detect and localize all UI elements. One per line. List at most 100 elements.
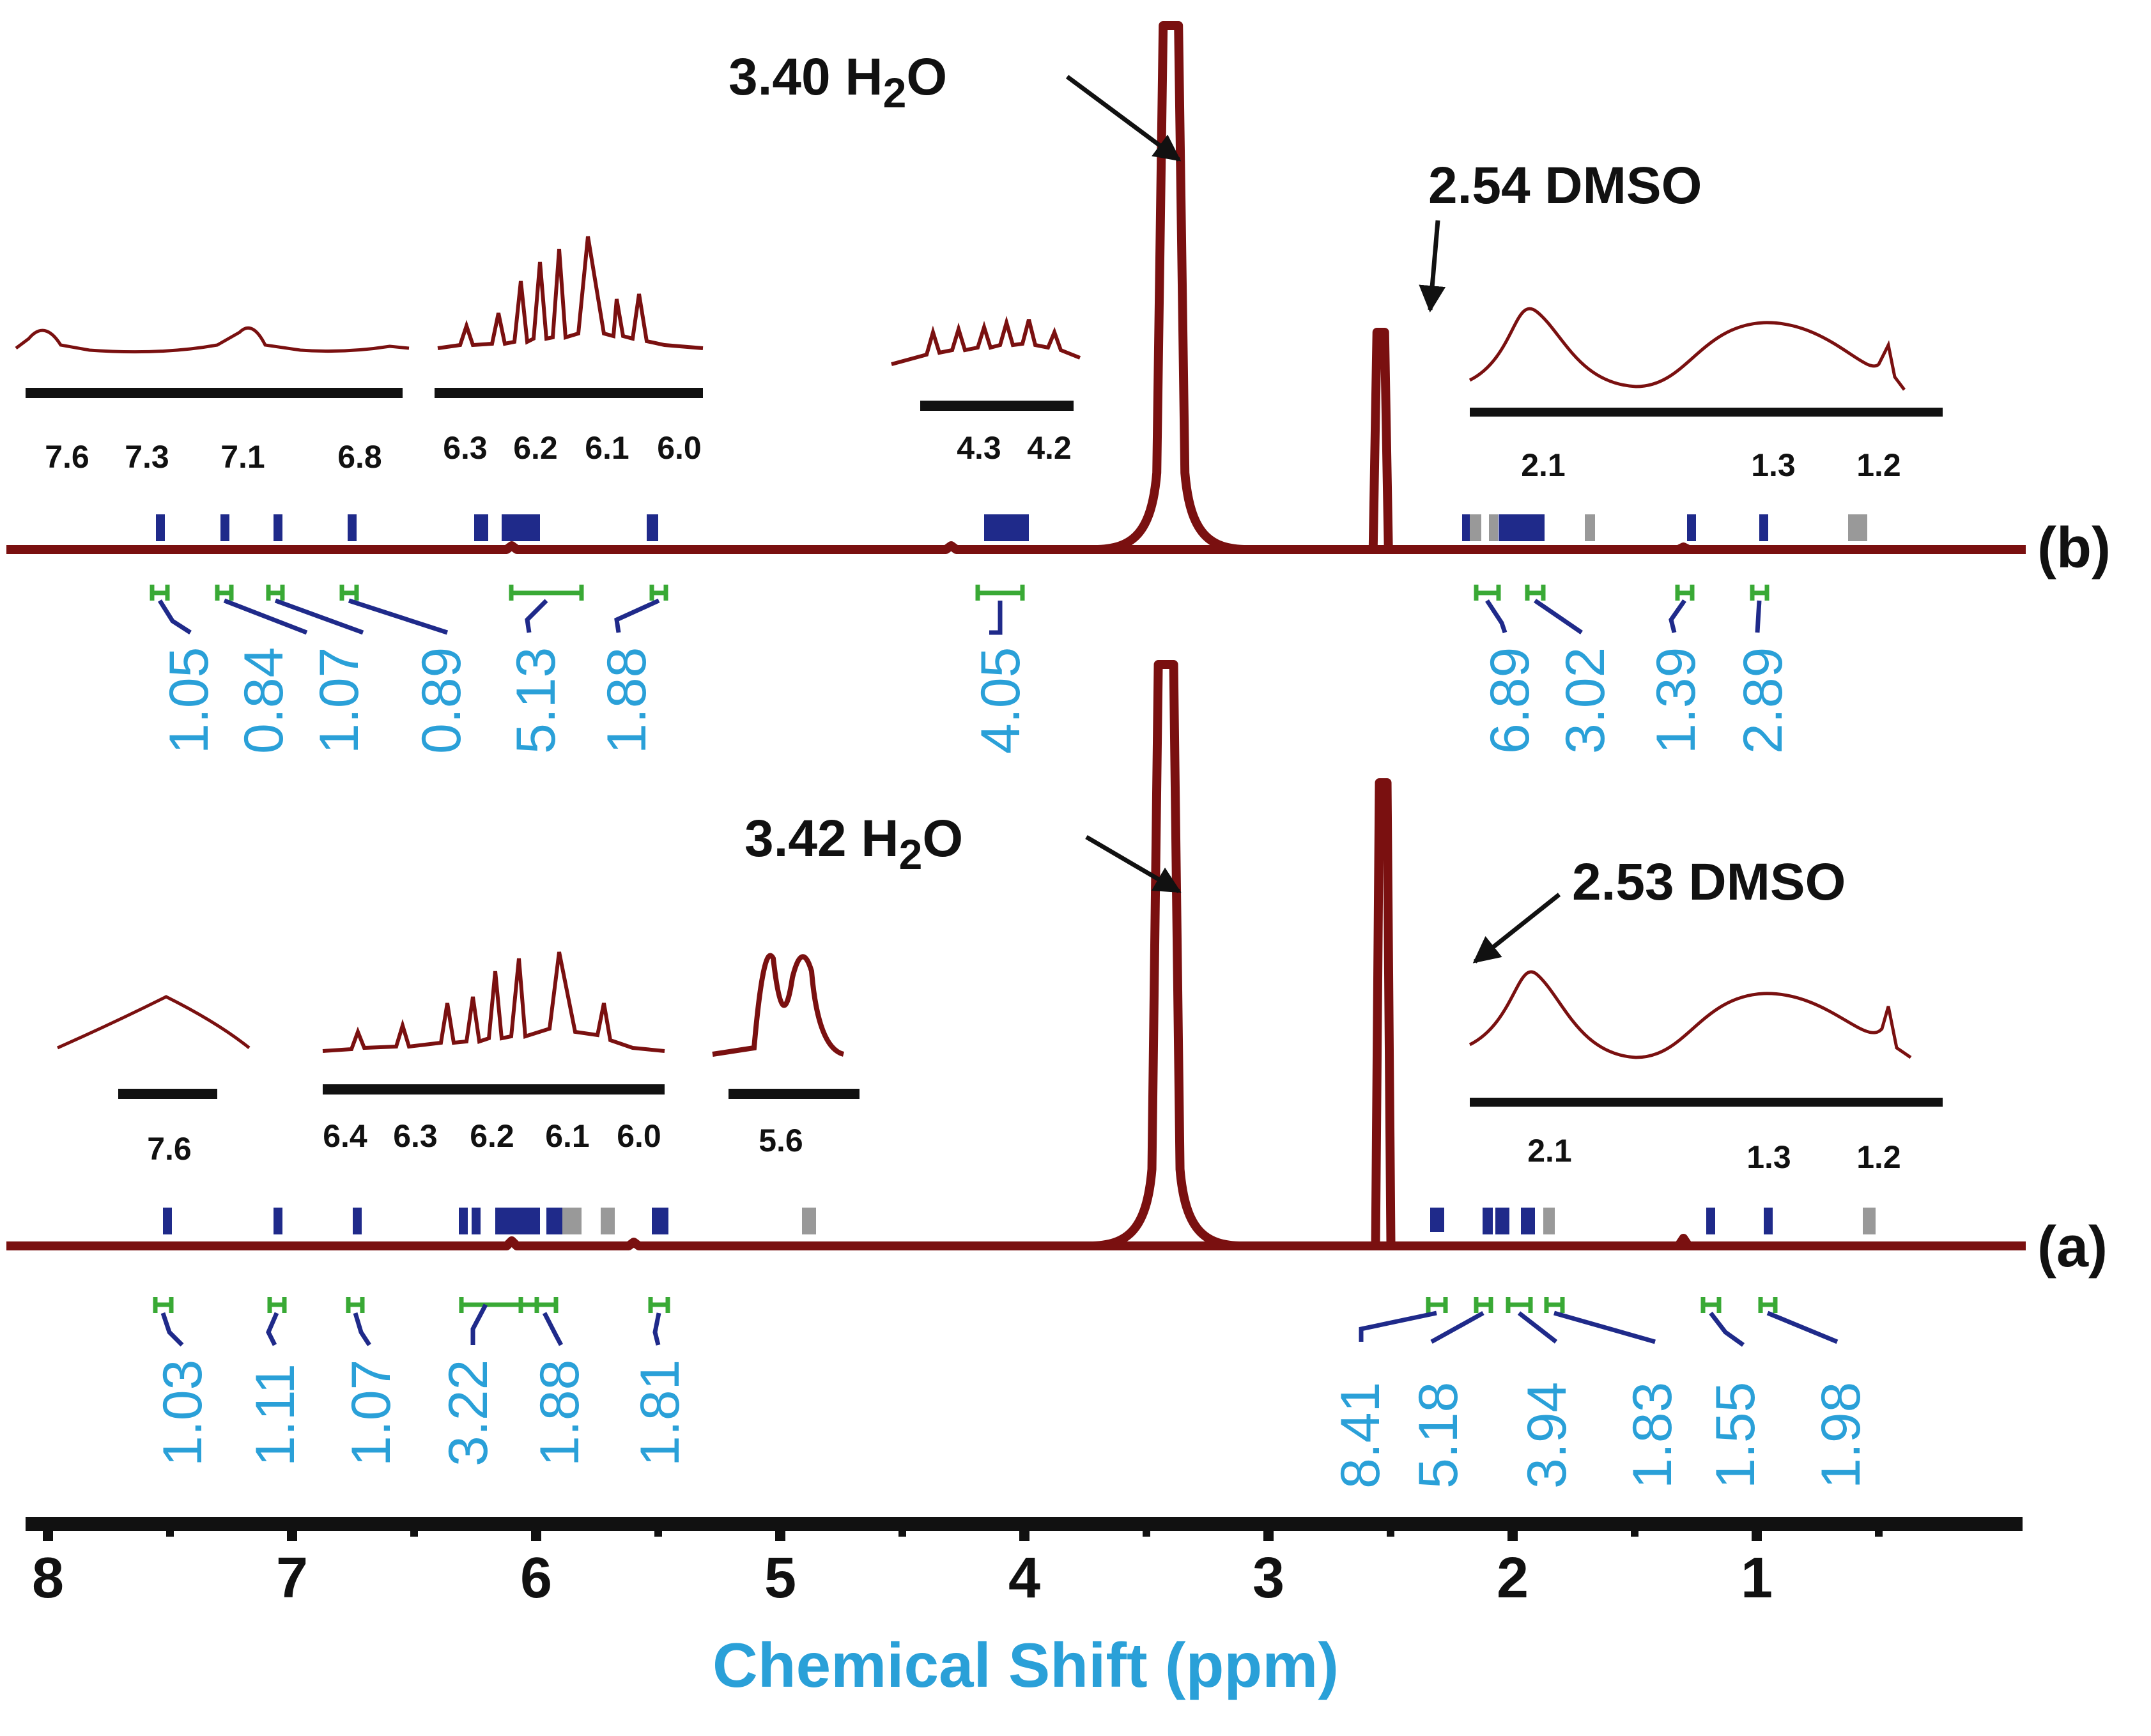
inset-tick: 7.3 [125, 439, 169, 475]
x-axis-tick-label: 4 [1008, 1546, 1040, 1610]
inset-tick: 2.1 [1521, 447, 1566, 483]
spectrum-a-water-label: 3.42 H2O [744, 810, 963, 878]
spectrum-b-inset-4ppm: 4.3 4.2 [891, 316, 1081, 466]
inset-trace [1469, 307, 1906, 391]
integral-leaders [158, 598, 1762, 635]
spectrum-a-integrals: 1.03 1.11 1.07 3.22 1.88 1.81 8.41 5.18 … [152, 1297, 1872, 1489]
inset-tick: 6.0 [617, 1118, 661, 1154]
x-axis-tick-label: 8 [32, 1546, 64, 1610]
peak-marker [156, 514, 165, 541]
peak-marker [1530, 514, 1545, 541]
integral-brackets [150, 585, 1769, 601]
integral-value: 8.41 [1330, 1382, 1391, 1489]
peak-marker [1863, 1208, 1876, 1234]
spectrum-b-inset-aromatic: 7.6 7.3 7.1 6.8 [15, 326, 410, 475]
peak-marker [274, 1208, 282, 1234]
peak-marker [1483, 1208, 1493, 1234]
integral-value: 1.07 [341, 1360, 402, 1466]
inset-tick: 4.2 [1027, 430, 1072, 466]
spectrum-a-dmso-arrow [1472, 893, 1561, 964]
inset-tick: 6.2 [470, 1118, 514, 1154]
inset-tick: 6.4 [323, 1118, 367, 1154]
peak-marker [348, 514, 357, 541]
peak-marker [1430, 1208, 1444, 1232]
spectrum-a-peak-markers [163, 1208, 1876, 1234]
inset-tick: 1.3 [1751, 447, 1796, 483]
inset-tick-labels: 7.6 7.3 7.1 6.8 [45, 439, 382, 475]
spectrum-b-label: (b) [2037, 516, 2111, 580]
inset-tick-labels: 6.3 6.2 6.1 6.0 [443, 430, 702, 466]
peak-marker [562, 1208, 582, 1234]
spectrum-b-dmso-label: 2.54 DMSO [1428, 157, 1702, 215]
inset-trace [15, 326, 410, 354]
peak-marker [1521, 1208, 1535, 1234]
inset-trace [322, 951, 665, 1053]
peak-marker [1687, 514, 1696, 541]
spectrum-b-water-label: 3.40 H2O [729, 48, 947, 116]
peak-marker [495, 1208, 540, 1234]
integral-brackets [153, 1297, 1778, 1313]
spectrum-b-peak-markers [156, 514, 1867, 541]
integral-value: 4.05 [970, 647, 1031, 754]
peak-marker [1706, 1208, 1715, 1234]
spectrum-b: 3.40 H2O 2.54 DMSO (b) 7.6 7.3 7.1 6.8 6… [6, 21, 2111, 754]
integral-value: 1.07 [309, 647, 370, 754]
inset-trace [1469, 970, 1912, 1059]
peak-marker [601, 1208, 615, 1234]
peak-marker [353, 1208, 362, 1234]
spectrum-a-inset-olefinic: 6.4 6.3 6.2 6.1 6.0 [322, 951, 665, 1154]
integral-leaders [160, 1303, 1839, 1347]
inset-tick: 1.2 [1856, 447, 1901, 483]
peak-marker [1759, 514, 1768, 541]
integral-value: 1.03 [152, 1360, 213, 1466]
inset-tick: 6.0 [657, 430, 702, 466]
inset-tick: 6.2 [513, 430, 558, 466]
inset-tick: 5.6 [759, 1123, 803, 1158]
integral-value: 1.55 [1705, 1382, 1766, 1489]
peak-marker [1585, 514, 1595, 541]
integral-value: 1.88 [529, 1360, 590, 1466]
inset-tick: 7.1 [220, 439, 265, 475]
integral-value: 3.94 [1516, 1382, 1578, 1489]
integral-value: 5.18 [1408, 1382, 1469, 1489]
spectrum-b-inset-aliphatic: 2.1 1.3 1.2 [1469, 307, 1943, 483]
inset-tick: 7.6 [147, 1131, 192, 1167]
integral-value: 0.89 [411, 647, 472, 754]
peak-marker [1848, 514, 1867, 541]
x-axis-tick-label: 2 [1497, 1546, 1529, 1610]
peak-marker [502, 514, 540, 541]
inset-trace [712, 953, 845, 1057]
peak-marker [459, 1208, 468, 1234]
integral-value: 3.22 [438, 1360, 499, 1466]
spectrum-a-inset-aliphatic: 2.1 1.3 1.2 [1469, 970, 1943, 1175]
peak-marker [1470, 514, 1481, 541]
x-axis-tick-label: 5 [764, 1546, 796, 1610]
integral-value: 1.88 [596, 647, 658, 754]
x-axis-tick-label: 3 [1253, 1546, 1284, 1610]
spectrum-a-label: (a) [2037, 1215, 2108, 1279]
integral-value: 0.84 [233, 647, 295, 754]
inset-tick: 1.2 [1856, 1139, 1901, 1175]
integral-value: 3.02 [1555, 647, 1616, 754]
integral-value: 1.05 [158, 647, 220, 754]
peak-marker [220, 514, 229, 541]
inset-tick: 6.8 [337, 439, 382, 475]
inset-tick: 4.3 [957, 430, 1001, 466]
inset-trace [891, 316, 1081, 366]
integral-values: 1.03 1.11 1.07 3.22 1.88 1.81 8.41 5.18 … [152, 1360, 1872, 1489]
inset-tick: 2.1 [1527, 1133, 1572, 1169]
x-axis: 8 7 6 5 4 3 2 1 Chemical Shift (ppm) [26, 1517, 2023, 1700]
x-axis-title: Chemical Shift (ppm) [713, 1630, 1339, 1700]
integral-value: 1.81 [629, 1360, 691, 1466]
peak-marker [802, 1208, 816, 1234]
inset-tick-labels: 2.1 1.3 1.2 [1521, 447, 1901, 483]
spectrum-a-inset-5ppm: 5.6 [712, 953, 860, 1158]
inset-tick-labels: 4.3 4.2 [957, 430, 1072, 466]
spectrum-a: 3.42 H2O 2.53 DMSO (a) 7.6 6.4 6.3 6.2 6… [6, 660, 2108, 1489]
integral-value: 5.13 [505, 647, 567, 754]
inset-tick: 7.6 [45, 439, 89, 475]
spectrum-b-inset-olefinic: 6.3 6.2 6.1 6.0 [435, 236, 704, 466]
spectrum-b-water-arrow [1065, 75, 1182, 162]
peak-marker [984, 514, 1029, 541]
